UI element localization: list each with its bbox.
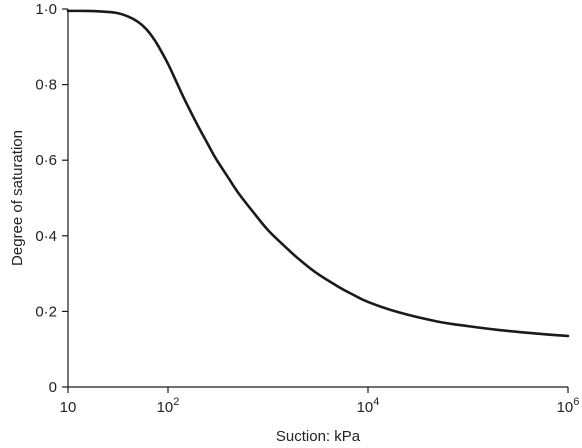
x-axis-ticks: 10 102 104 106: [60, 387, 580, 416]
x-tick-label: 10: [60, 399, 77, 416]
plot-area: [67, 9, 568, 388]
series-layer: [66, 9, 570, 338]
y-tick-label: 0: [49, 379, 57, 396]
y-tick-label: 0·6: [35, 152, 57, 169]
y-axis-ticks: 0 0·2 0·4 0·6 0·8 1·0: [35, 1, 68, 396]
x-axis-title: Suction: kPa: [276, 428, 361, 445]
x-tick-label: 102: [157, 396, 180, 416]
y-tick-label: 1·0: [35, 1, 57, 18]
y-tick-label: 0·4: [35, 228, 57, 245]
y-tick-label: 0·8: [35, 77, 57, 94]
x-tick-label: 104: [357, 396, 380, 416]
y-axis-title: Degree of saturation: [9, 130, 26, 266]
saturation-curve: [66, 9, 570, 338]
y-tick-label: 0·2: [35, 303, 57, 320]
x-tick-label: 106: [557, 396, 580, 416]
